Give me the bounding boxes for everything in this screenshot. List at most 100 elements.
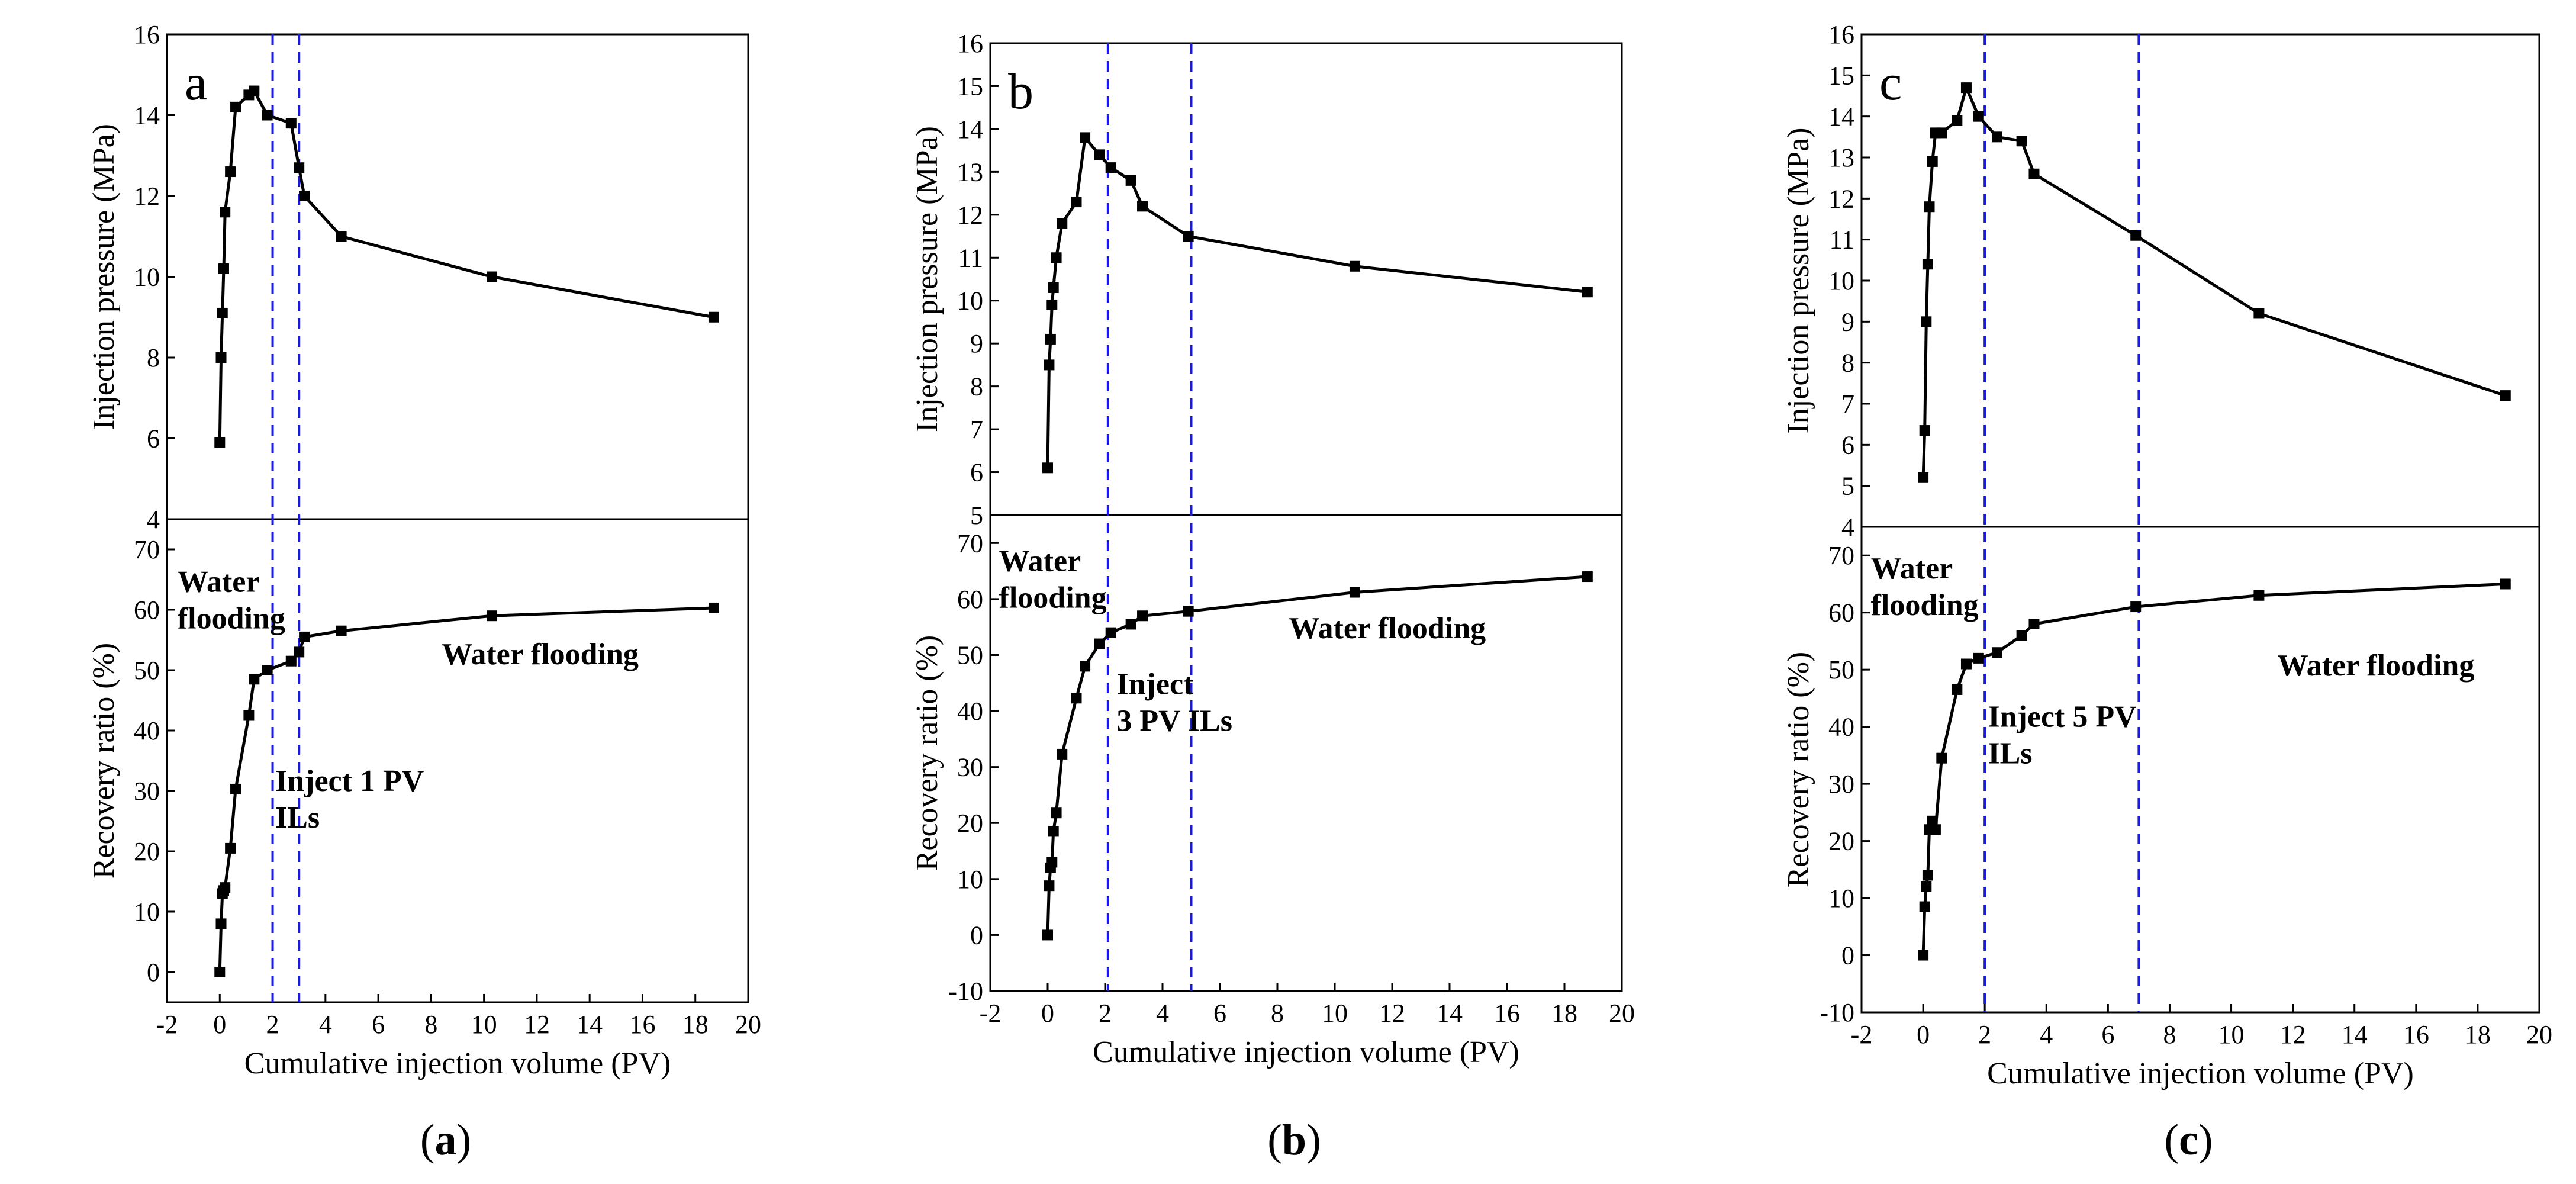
x-tick-label: 0 [1917, 1020, 1930, 1049]
recovery-point [294, 646, 305, 658]
annotation: Inject 5 PV ILs [1988, 700, 2136, 771]
y-tick-label: 10 [1828, 266, 1854, 295]
x-tick-label: 20 [2526, 1020, 2552, 1049]
panel-letter: c [1879, 54, 1902, 111]
recovery-point [1183, 606, 1194, 617]
x-tick-label: 18 [682, 1010, 709, 1039]
annotation-line: 3 PV ILs [1116, 704, 1232, 738]
x-tick-label: 20 [735, 1010, 761, 1039]
panel-caption: (c) [2164, 1116, 2213, 1164]
recovery-point [1044, 880, 1055, 892]
pressure-point [1918, 472, 1929, 483]
x-tick-label: 2 [1099, 999, 1112, 1028]
pressure-point [1183, 231, 1194, 242]
y-tick-label: 6 [147, 424, 160, 453]
pressure-point [1992, 131, 2002, 143]
y-tick-label: 14 [1828, 102, 1854, 131]
pressure-point [262, 110, 273, 121]
y-tick-label: 5 [970, 501, 983, 530]
pressure-point [2253, 308, 2265, 319]
top-y-axis: 4 6 8 10 12 14 16 [134, 20, 175, 534]
pressure-point [249, 85, 260, 96]
y-tick-label: 30 [134, 777, 160, 806]
bottom-y-axis-label: Recovery ratio (%) [87, 643, 121, 879]
annotation-line: Water flooding [1289, 612, 1486, 645]
recovery-point [1094, 638, 1105, 649]
annotation-line: ILs [1988, 737, 2032, 771]
recovery-point [1952, 684, 1963, 695]
pressure-point [1071, 197, 1082, 208]
pressure-point [214, 437, 226, 448]
recovery-point [2028, 619, 2040, 629]
pressure-point [1048, 282, 1059, 293]
y-tick-label: 50 [957, 641, 983, 670]
annotation: Inject 1 PV ILs [275, 764, 424, 835]
recovery-point [1125, 619, 1136, 630]
x-tick-label: 18 [1551, 999, 1577, 1028]
recovery-point [1922, 870, 1933, 881]
pressure-point [225, 166, 236, 178]
y-tick-label: 60 [134, 596, 160, 625]
y-tick-label: 11 [958, 243, 983, 272]
y-tick-label: 7 [1841, 390, 1854, 419]
annotation-line: flooding [178, 601, 285, 635]
pressure-point [1094, 149, 1105, 160]
bottom-y-axis: -10 0 10 20 30 40 50 60 70 [1820, 541, 1870, 1027]
chart-panel-a: 4 6 8 10 12 14 16 0 10 20 30 40 50 60 70 -2 0 2 4 6 8 10 12 14 1… [87, 20, 761, 1164]
pressure-point [1952, 115, 1963, 126]
annotation-line: Inject 1 PV [275, 764, 424, 798]
x-tick-label: 6 [2101, 1020, 2114, 1049]
pressure-point [1927, 156, 1938, 167]
annotation-line: ILs [275, 801, 320, 835]
y-tick-label: 50 [134, 656, 160, 685]
bottom-y-axis: 0 10 20 30 40 50 60 70 [134, 535, 175, 987]
y-tick-label: 16 [134, 20, 160, 49]
y-tick-label: 40 [957, 697, 983, 726]
y-tick-label: -10 [948, 977, 983, 1006]
x-tick-label: 10 [2218, 1020, 2245, 1049]
pressure-point [1960, 82, 1972, 94]
pressure-point [2016, 136, 2027, 147]
y-tick-label: 20 [1828, 827, 1854, 856]
pressure-point [217, 307, 228, 318]
recovery-point [1048, 826, 1059, 837]
y-tick-label: 10 [957, 287, 983, 316]
y-tick-label: 15 [957, 72, 983, 101]
panel-caption: (a) [420, 1116, 471, 1164]
panel-letter: a [185, 54, 207, 111]
y-tick-label: 14 [134, 101, 160, 130]
y-tick-label: 0 [970, 921, 983, 950]
recovery-point [1046, 857, 1058, 868]
x-tick-label: 12 [524, 1010, 550, 1039]
y-tick-label: 20 [957, 809, 983, 838]
x-tick-label: -2 [980, 999, 1002, 1028]
y-tick-label: 60 [957, 585, 983, 614]
pressure-point [487, 271, 498, 282]
x-tick-label: 2 [266, 1010, 279, 1039]
y-tick-label: 11 [1830, 226, 1854, 255]
x-tick-label: 14 [577, 1010, 603, 1039]
recovery-point [262, 665, 273, 675]
y-tick-label: 20 [134, 837, 160, 866]
y-tick-label: 50 [1828, 655, 1854, 684]
top-y-axis: 5 6 7 8 9 10 11 12 13 14 15 16 [957, 29, 999, 530]
y-tick-label: 6 [1841, 430, 1854, 459]
recovery-point [1057, 748, 1068, 760]
annotation-line: flooding [999, 581, 1107, 615]
recovery-point [1921, 881, 1932, 892]
y-tick-label: 10 [134, 897, 160, 926]
annotation-line: Inject 5 PV [1988, 700, 2136, 734]
pressure-point [1051, 252, 1062, 263]
y-tick-label: 9 [970, 329, 983, 358]
pressure-point [1125, 175, 1136, 186]
caption-letter: b [1282, 1116, 1306, 1164]
recovery-point [1051, 807, 1062, 819]
x-tick-label: 20 [1609, 999, 1635, 1028]
top-y-axis-label: Injection pressure (MPa) [910, 126, 944, 432]
x-tick-label: 0 [1041, 999, 1054, 1028]
panel-letter: b [1008, 63, 1033, 120]
x-axis: -2 0 2 4 6 8 10 12 14 16 18 20 [1851, 1004, 2552, 1049]
pressure-series-line [1921, 83, 2506, 478]
recovery-point [285, 655, 297, 667]
